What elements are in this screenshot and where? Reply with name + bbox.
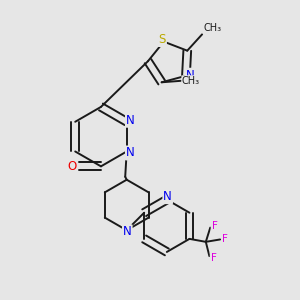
Text: N: N [126,114,135,127]
Text: O: O [68,160,77,173]
Text: N: N [126,146,135,160]
Text: F: F [212,221,218,231]
Text: N: N [185,69,194,82]
Text: CH₃: CH₃ [203,23,221,33]
Text: N: N [163,190,172,203]
Text: S: S [159,33,166,46]
Text: F: F [222,235,228,244]
Text: CH₃: CH₃ [182,76,200,86]
Text: F: F [211,253,217,262]
Text: N: N [123,225,132,238]
